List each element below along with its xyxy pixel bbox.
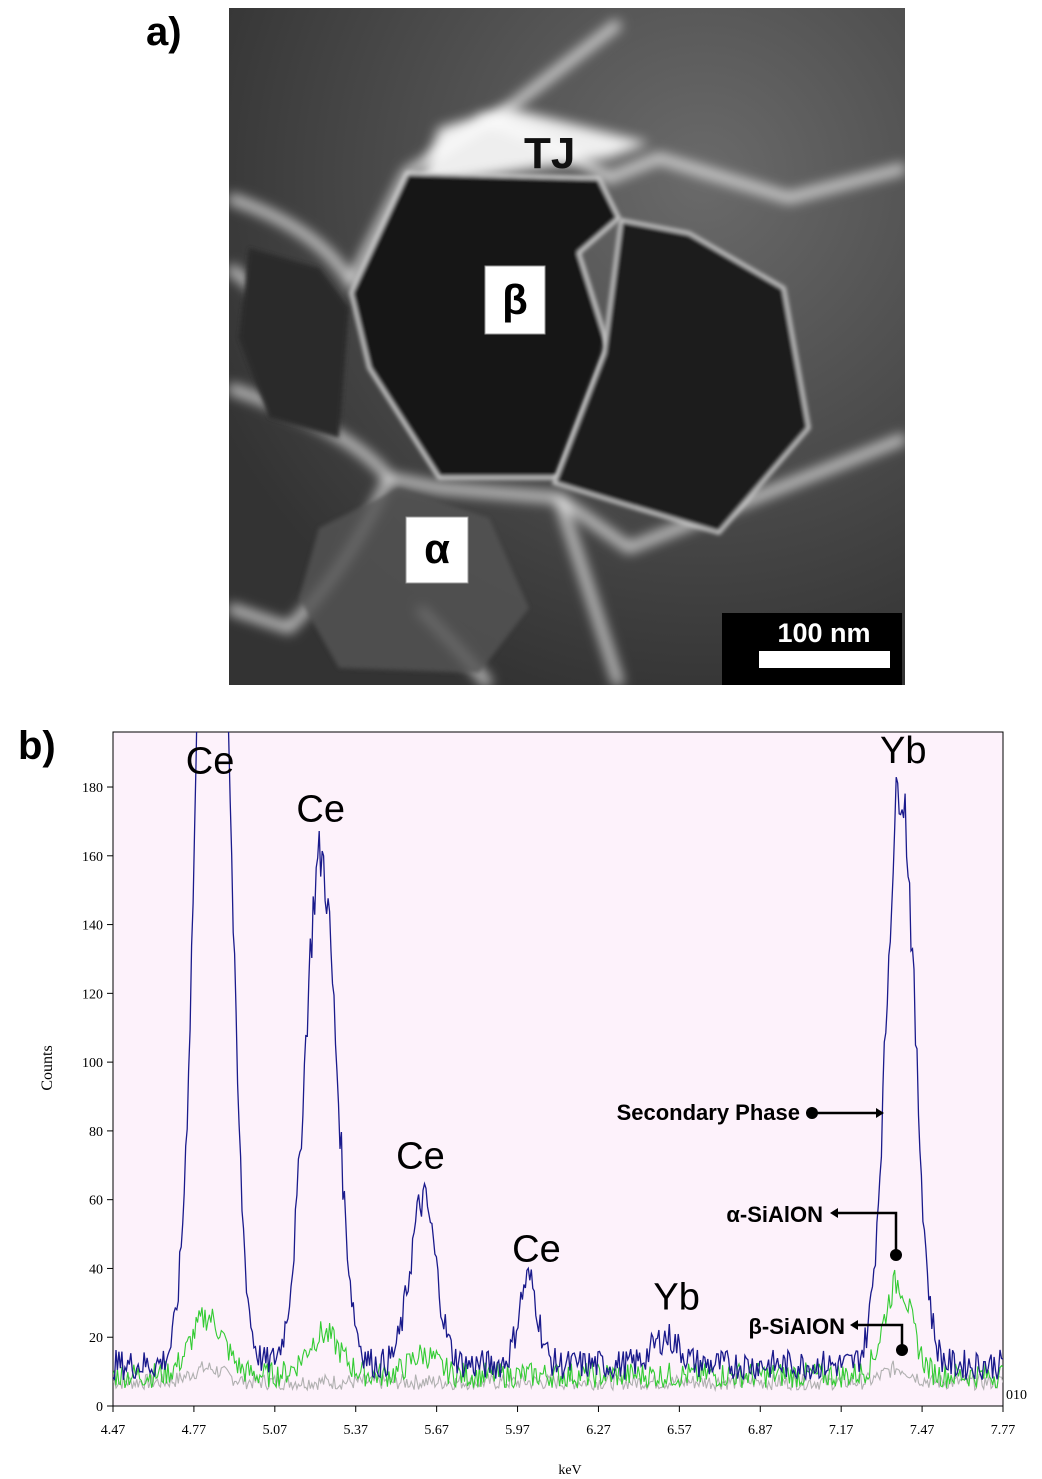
series-label: β-SiAlON: [748, 1314, 845, 1339]
tj-label: TJ: [524, 129, 575, 178]
alpha-label-box: [405, 516, 469, 584]
series-label-arrow: [858, 1323, 904, 1350]
x-tick-label: 6.57: [667, 1423, 692, 1438]
series-label-dot: [890, 1249, 902, 1261]
x-tick-label: 4.77: [182, 1423, 207, 1438]
y-tick-label: 120: [82, 987, 103, 1002]
series-line-2: [113, 1360, 1003, 1393]
scale-bar: [759, 651, 890, 668]
adjacent-grain: [552, 218, 811, 535]
series-layer: [113, 732, 1003, 1393]
annotation-layer: Ce Ce Ce Ce Yb Yb Secondary Phase α-SiAlON β-SiA…: [186, 730, 926, 1356]
peak-label: Ce: [186, 740, 235, 782]
x-tick-label: 7.17: [829, 1423, 854, 1438]
peak-label: Ce: [396, 1136, 445, 1178]
series-label-dot: [896, 1344, 908, 1356]
corner-label: 010: [1006, 1388, 1027, 1403]
y-tick-label: 180: [82, 781, 103, 796]
panel-b-label: b): [18, 724, 56, 768]
scale-bar-box: [722, 613, 902, 685]
x-tick-label: 5.37: [343, 1423, 368, 1438]
left-grain: [239, 248, 349, 438]
series-label-arrow: [838, 1211, 898, 1255]
y-tick-label: 160: [82, 850, 103, 865]
x-tick-label: 5.97: [505, 1423, 530, 1438]
arrow-head: [850, 1320, 858, 1330]
peak-label: Yb: [880, 730, 926, 772]
peak-label: Yb: [653, 1277, 699, 1319]
series-label-dot: [806, 1107, 818, 1119]
y-tick-label: 80: [89, 1125, 103, 1140]
peak-label: Ce: [296, 788, 345, 830]
x-tick-label: 4.47: [101, 1423, 126, 1438]
x-tick-label: 6.87: [748, 1423, 773, 1438]
x-tick-label: 5.67: [424, 1423, 449, 1438]
panel-a-label: a): [146, 10, 182, 54]
x-axis-label: keV: [558, 1463, 581, 1478]
series-label: α-SiAlON: [726, 1202, 823, 1227]
y-tick-label: 20: [89, 1331, 103, 1346]
x-tick-label: 6.27: [586, 1423, 611, 1438]
y-tick-label: 0: [96, 1400, 103, 1415]
arrow-head: [830, 1208, 838, 1218]
series-line-0: [113, 732, 1003, 1382]
x-tick-label: 5.07: [263, 1423, 288, 1438]
tem-micrograph: TJ β α 100 nm: [229, 8, 905, 685]
y-tick-label: 60: [89, 1194, 103, 1209]
arrow-head: [876, 1108, 884, 1118]
x-tick-label: 7.47: [910, 1423, 935, 1438]
axis-layer: 4.47 4.77 5.07 5.37 5.67 5.97 6.27 6.57 6.87 7.17…: [82, 781, 1015, 1438]
alpha-label: α: [424, 525, 450, 572]
triple-junction-region: [419, 108, 649, 188]
plot-area: [112, 731, 1004, 1407]
peak-label: Ce: [512, 1229, 561, 1271]
eds-spectrum-chart: 4.47 4.77 5.07 5.37 5.67 5.97 6.27 6.57 6.87 7.17…: [39, 730, 1027, 1478]
scale-bar-label: 100 nm: [777, 618, 870, 648]
beta-label: β: [502, 276, 528, 323]
y-tick-label: 40: [89, 1262, 103, 1277]
series-label: Secondary Phase: [617, 1100, 800, 1125]
y-tick-label: 140: [82, 919, 103, 934]
y-axis-label: Counts: [39, 1045, 56, 1090]
beta-label-box: [484, 265, 546, 335]
y-tick-label: 100: [82, 1056, 103, 1071]
x-tick-label: 7.77: [991, 1423, 1016, 1438]
